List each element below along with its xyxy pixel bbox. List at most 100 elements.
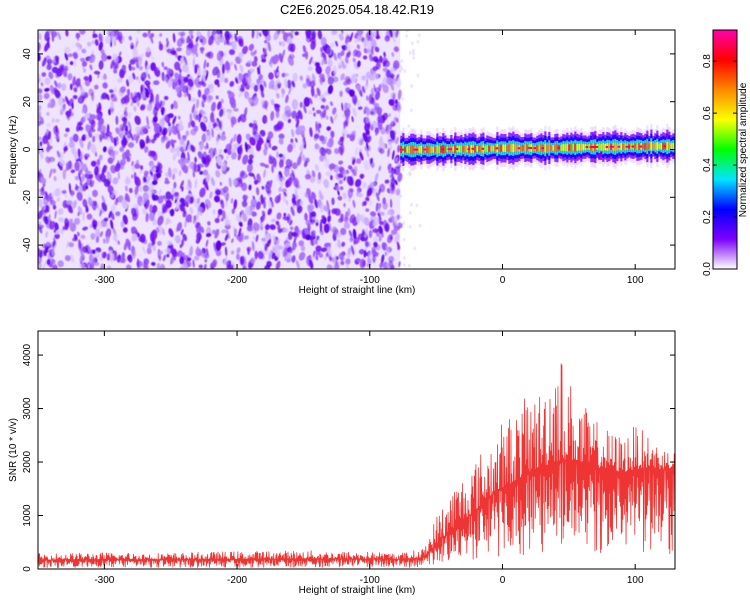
noise-speck [418, 33, 421, 38]
noise-speck [291, 128, 295, 138]
noise-speck [82, 246, 88, 253]
noise-speck [188, 121, 192, 129]
noise-speck [143, 146, 149, 153]
noise-speck [187, 42, 194, 49]
noise-speck [104, 36, 112, 45]
noise-speck [231, 208, 235, 215]
noise-speck [272, 234, 276, 243]
noise-speck [230, 250, 235, 255]
noise-speck [56, 197, 61, 202]
noise-speck [103, 217, 109, 222]
noise-speck [232, 225, 237, 237]
spectrogram-y-tick-label: -20 [22, 190, 33, 205]
snr-x-tick-label: -200 [227, 575, 247, 586]
noise-speck [95, 228, 100, 238]
noise-speck [59, 228, 64, 235]
noise-speck [337, 173, 344, 179]
noise-speck [313, 112, 316, 117]
signal-column [670, 143, 673, 149]
noise-speck [102, 132, 109, 140]
noise-speck [112, 86, 117, 96]
noise-speck [157, 169, 163, 174]
noise-speck [77, 211, 80, 217]
noise-speck [176, 146, 180, 157]
noise-speck [178, 170, 182, 177]
noise-speck [269, 156, 275, 161]
noise-speck [177, 79, 182, 86]
noise-speck [220, 199, 225, 209]
chart-title: C2E6.2025.054.18.42.R19 [280, 2, 434, 17]
noise-speck [251, 60, 258, 67]
noise-speck [260, 99, 265, 105]
noise-speck [341, 241, 346, 247]
noise-speck [252, 195, 255, 200]
noise-speck [109, 252, 115, 262]
noise-speck [285, 199, 289, 206]
noise-speck [243, 107, 248, 118]
noise-speck [57, 31, 62, 41]
noise-speck [287, 246, 293, 254]
noise-speck [215, 249, 222, 257]
noise-speck [338, 33, 344, 41]
noise-speck [142, 192, 149, 202]
noise-speck [42, 135, 49, 145]
noise-speck [358, 30, 363, 35]
noise-speck [89, 119, 95, 125]
noise-speck [249, 136, 256, 146]
noise-speck [366, 150, 370, 158]
noise-speck [338, 166, 344, 172]
noise-speck [372, 228, 379, 233]
noise-speck [100, 48, 105, 56]
noise-speck [315, 109, 322, 114]
noise-speck [408, 171, 411, 175]
noise-speck [38, 210, 43, 220]
noise-speck [291, 255, 296, 263]
noise-speck [356, 100, 361, 107]
noise-speck [350, 73, 356, 84]
signal-column [418, 146, 421, 153]
noise-speck [266, 260, 272, 267]
noise-speck [306, 30, 312, 39]
noise-speck [172, 153, 177, 161]
noise-speck [107, 131, 113, 136]
noise-speck [379, 148, 385, 154]
noise-speck [169, 147, 176, 154]
noise-speck [101, 164, 107, 175]
noise-speck [130, 132, 134, 141]
noise-speck [364, 241, 369, 248]
noise-speck [343, 169, 347, 179]
noise-speck [151, 229, 158, 241]
noise-speck [265, 184, 270, 194]
noise-speck [43, 215, 49, 225]
noise-speck [174, 61, 181, 71]
noise-speck [94, 39, 99, 46]
noise-speck [63, 141, 67, 149]
signal-column [620, 142, 623, 151]
noise-speck [296, 155, 302, 166]
noise-speck [207, 221, 211, 226]
noise-speck [320, 104, 325, 110]
noise-speck [319, 110, 327, 118]
noise-speck [275, 260, 281, 269]
noise-speck [82, 226, 89, 231]
noise-speck [46, 63, 52, 71]
noise-speck [410, 108, 413, 113]
noise-speck [346, 133, 351, 138]
noise-speck [119, 68, 125, 79]
noise-speck [105, 235, 110, 244]
noise-speck [239, 256, 245, 266]
noise-speck [308, 56, 313, 65]
noise-speck [140, 165, 144, 170]
noise-speck [52, 248, 55, 256]
noise-speck [257, 251, 264, 260]
noise-speck [390, 81, 395, 91]
noise-speck [268, 200, 273, 210]
noise-speck [117, 258, 124, 263]
signal-column [410, 145, 413, 154]
noise-speck [370, 38, 377, 49]
spectrogram-x-ticks: -300 -200 -100 0 100 [94, 30, 644, 286]
noise-speck [123, 241, 128, 251]
noise-speck [402, 237, 406, 242]
noise-speck [280, 41, 286, 47]
noise-speck [225, 229, 231, 239]
